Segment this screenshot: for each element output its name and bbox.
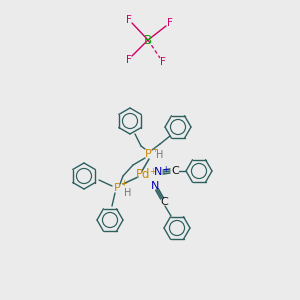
Text: C: C — [160, 197, 168, 207]
Text: +: + — [150, 167, 156, 176]
Text: F: F — [126, 15, 132, 25]
Text: B: B — [144, 34, 152, 46]
Text: C: C — [171, 166, 179, 176]
Text: F: F — [126, 55, 132, 65]
Text: P: P — [114, 183, 120, 193]
Text: F: F — [160, 57, 166, 67]
Text: P: P — [145, 149, 152, 159]
Text: +: + — [162, 164, 168, 173]
Text: H: H — [156, 150, 164, 160]
Text: N: N — [154, 167, 162, 177]
Text: H: H — [124, 188, 132, 198]
Text: Pd: Pd — [136, 169, 150, 182]
Text: +: + — [121, 179, 128, 188]
Text: F: F — [167, 18, 173, 28]
Text: +: + — [152, 146, 158, 154]
Text: N: N — [151, 181, 159, 191]
